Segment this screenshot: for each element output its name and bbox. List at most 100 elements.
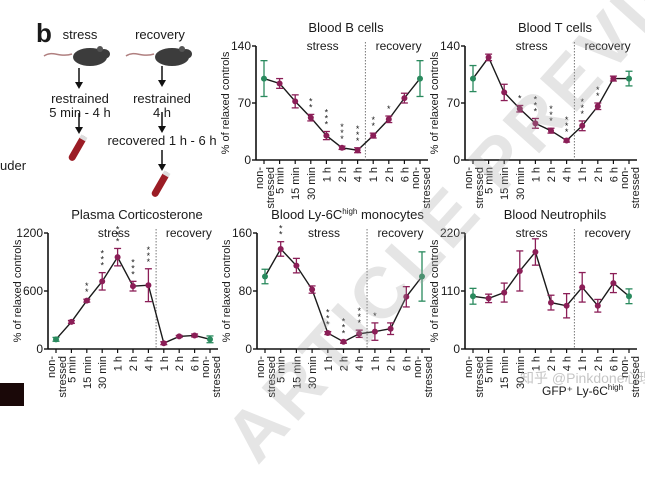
data-point [68,318,75,325]
y-tick-label: 600 [23,284,43,298]
y-tick-label: 0 [244,153,251,167]
x-tick-label: 2 h [546,356,558,371]
data-point [276,80,283,87]
significance-star: * [580,109,584,119]
data-point [99,278,106,285]
significance-star: * [534,94,538,104]
significance-star: * [116,236,120,246]
significance-star: * [565,115,569,125]
significance-star: * [565,121,569,131]
region-label-stress: stress [308,226,340,240]
data-point [53,336,59,343]
significance-star: * [549,116,553,126]
significance-star: * [85,287,89,297]
significance-star: * [342,322,346,332]
x-tick-label: 1 h [321,167,333,182]
x-tick-label: 4 h [353,167,365,182]
data-point [323,132,330,139]
significance-star: * [326,314,330,324]
significance-star: * [100,261,104,271]
x-tick-label: non- [463,167,475,189]
region-label-stress: stress [98,226,130,240]
x-tick-label: 2 h [593,356,605,371]
x-tick-label: 1 h [577,167,589,182]
x-tick-label: 15 min [82,356,94,389]
significance-star: * [580,103,584,113]
schematic-stress-step: restrained [51,91,109,106]
data-point [516,267,523,274]
x-tick-label: non- [254,167,266,189]
significance-star: * [100,255,104,265]
chart-title-superscript: high [342,207,357,216]
x-tick-label: 2 h [339,356,351,371]
y-axis-label: % of relaxed controls [221,239,233,342]
significance-star: * [549,110,553,120]
data-point [324,330,331,337]
data-point [516,105,523,112]
x-tick-label: 1 h [113,356,125,371]
y-axis-label: % of relaxed controls [429,51,441,154]
data-point [356,330,363,337]
significance-star: * [549,104,553,114]
x-tick-label: 30 min [306,167,318,200]
significance-star: * [325,120,329,130]
data-point [594,302,601,309]
x-tick-label: 2 h [337,167,349,182]
y-tick-label: 140 [440,39,460,53]
arrow-down-icon [75,113,83,134]
significance-star: * [357,312,361,322]
region-label-recovery: recovery [376,39,422,53]
schematic-stress-title: stress [62,27,98,42]
data-point [370,132,377,139]
x-tick-label: non- [46,356,58,378]
y-axis-label: % of relaxed controls [220,51,232,154]
x-tick-label: 6 h [399,167,411,182]
significance-star: * [325,108,329,118]
data-point [579,122,586,129]
significance-star: * [387,104,391,114]
x-tick-label: non- [619,167,631,189]
significance-star: * [596,91,600,101]
schematic-recovery-title: recovery [135,27,185,42]
region-label-recovery: recovery [585,39,631,53]
x-tick-label: 4 h [143,356,155,371]
chart-title: Plasma Corticosterone [71,207,203,222]
y-tick-label: 70 [238,96,252,110]
x-tick-label: 5 min [66,356,78,383]
significance-star: * [596,85,600,95]
significance-star: * [309,102,313,112]
significance-star: * [131,257,135,267]
schematic-stress-duration: 5 min - 4 h [49,105,111,120]
significance-star: * [279,230,283,240]
x-tick-label: stressed [265,167,277,209]
data-point [309,286,316,293]
arrow-down-icon [158,112,166,133]
significance-star: * [518,93,522,103]
x-tick-label: 5 min [484,356,496,383]
region-label-stress: stress [307,39,339,53]
x-tick-label: stressed [423,356,435,398]
significance-star: * [100,249,104,259]
region-label-stress: stress [516,39,548,53]
data-point [548,127,554,134]
x-tick-label: 1 h [159,356,171,371]
data-point [371,328,378,335]
chart-title: Blood T cells [518,20,592,35]
data-point [403,293,410,300]
x-tick-label: stressed [421,167,433,209]
panel-letter: b [36,18,52,48]
significance-star: * [85,281,89,291]
significance-star: * [147,245,151,255]
data-point [354,147,361,154]
x-tick-label: 1 h [530,167,542,182]
data-point [191,332,198,339]
x-tick-label: 15 min [291,356,303,389]
x-tick-label: 2 h [386,356,398,371]
x-tick-label: 30 min [97,356,109,389]
data-point [401,95,408,102]
x-tick-label: non- [255,356,267,378]
data-point [579,284,586,291]
x-tick-label: 5 min [484,167,496,194]
significance-star: * [325,114,329,124]
y-tick-label: 160 [232,226,252,240]
